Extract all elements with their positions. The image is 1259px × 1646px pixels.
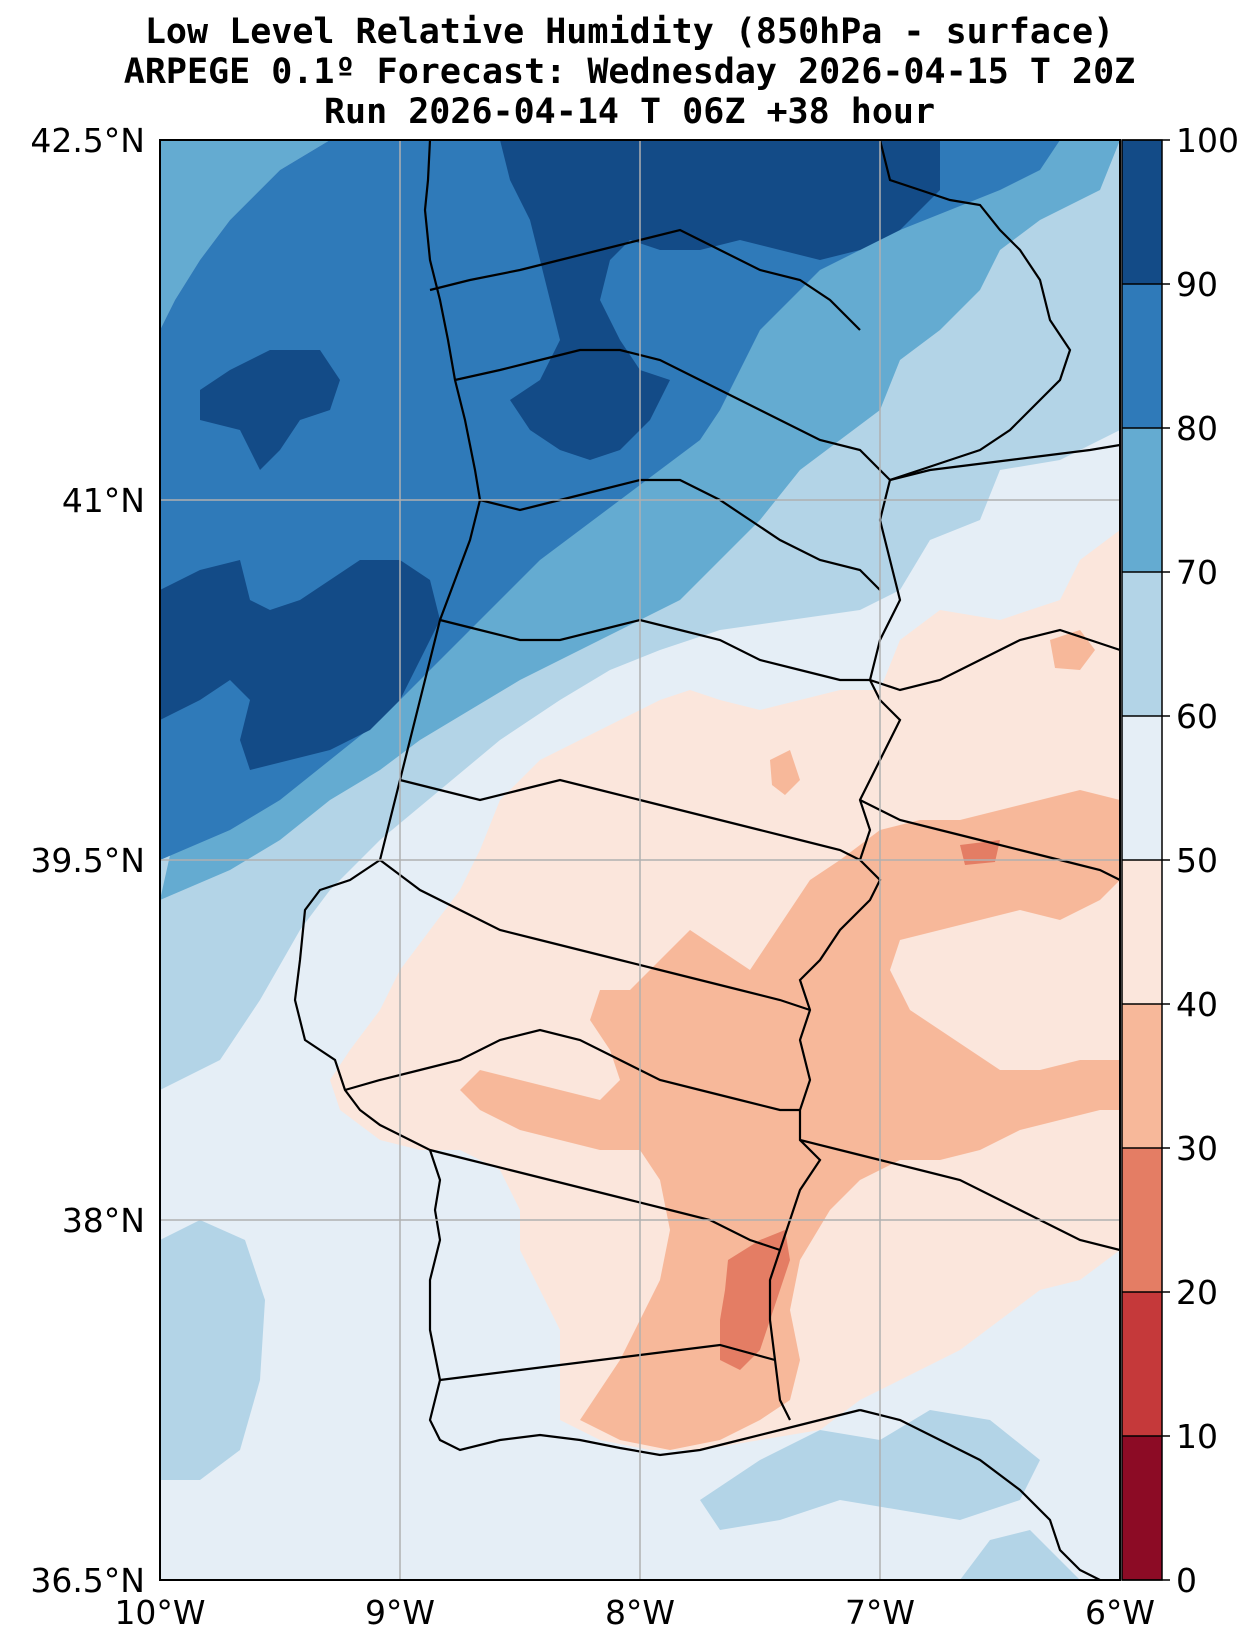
portugal-spain-border xyxy=(768,140,1072,1421)
colorbar-tick-label: 90 xyxy=(1176,265,1218,304)
district-boundary-4 xyxy=(439,618,870,682)
colorbar-tick-label: 100 xyxy=(1176,121,1239,160)
spain-boundary-east-1 xyxy=(889,443,1120,482)
colorbar-segment xyxy=(1122,572,1162,717)
spain-boundary-east-2 xyxy=(859,799,1120,881)
rh-band-90-100-north xyxy=(500,140,940,460)
rh-band-60-70-southeast xyxy=(960,1530,1080,1580)
lat-tick-42-5: 42.5°N xyxy=(30,121,145,160)
district-boundary-8 xyxy=(429,1148,781,1252)
latitude-axis: 42.5°N 41°N 39.5°N 38°N 36.5°N xyxy=(30,121,145,1600)
colorbar-tick-label: 60 xyxy=(1176,697,1218,736)
district-boundary-7 xyxy=(344,1028,800,1112)
district-boundary-9 xyxy=(439,1343,776,1382)
rh-band-90-100-offshore-2 xyxy=(160,560,440,770)
colorbar-segment xyxy=(1122,284,1162,429)
rh-band-30-40 xyxy=(460,790,1120,1450)
colorbar-segment xyxy=(1122,1148,1162,1293)
district-boundary-1 xyxy=(429,228,861,331)
district-boundary-6 xyxy=(379,859,811,1012)
spain-boundary-east-4 xyxy=(869,628,1120,692)
spain-south-coast xyxy=(859,1408,1101,1580)
title-line-1: Low Level Relative Humidity (850hPa - su… xyxy=(144,12,1115,52)
lat-tick-38: 38°N xyxy=(62,1201,145,1240)
lon-tick-8w: 8°W xyxy=(605,1593,675,1632)
district-boundary-3 xyxy=(479,478,881,591)
longitude-axis: 10°W 9°W 8°W 7°W 6°W xyxy=(114,1593,1155,1632)
colorbar-segment xyxy=(1122,860,1162,1005)
lon-tick-6w: 6°W xyxy=(1085,1593,1155,1632)
colorbar-tick-label: 80 xyxy=(1176,409,1218,448)
title-line-2: ARPEGE 0.1º Forecast: Wednesday 2026-04-… xyxy=(123,52,1136,92)
map-frame xyxy=(159,139,1121,1581)
colorbar-tick-label: 50 xyxy=(1176,841,1218,880)
portugal-coastline xyxy=(293,140,861,1457)
rh-band-30-40-north-spot xyxy=(1050,630,1095,670)
colorbar-segment xyxy=(1122,1292,1162,1437)
rh-band-90-100-offshore-1 xyxy=(200,350,340,470)
lon-tick-7w: 7°W xyxy=(845,1593,915,1632)
colorbar-tick-label: 40 xyxy=(1176,985,1218,1024)
lon-tick-10w: 10°W xyxy=(114,1593,205,1632)
colorbar-segment xyxy=(1122,140,1162,285)
rh-band-60-70-south-coast xyxy=(700,1410,1040,1530)
spain-boundary-east-3 xyxy=(799,1138,1120,1252)
colorbar-tick-label: 0 xyxy=(1176,1561,1197,1600)
colorbar-tick-label: 70 xyxy=(1176,553,1218,592)
colorbar-segment xyxy=(1122,428,1162,573)
rh-band-70-80 xyxy=(160,140,330,330)
lat-tick-41: 41°N xyxy=(62,481,145,520)
colorbar-segment xyxy=(1122,716,1162,861)
rh-band-20-30 xyxy=(720,1230,790,1370)
colorbar-tick-label: 10 xyxy=(1176,1417,1218,1456)
colorbar-segment xyxy=(1122,1004,1162,1149)
colorbar-tick-label: 30 xyxy=(1176,1129,1218,1168)
lat-tick-39-5: 39.5°N xyxy=(30,841,145,880)
title-line-3: Run 2026-04-14 T 06Z +38 hour xyxy=(323,92,936,132)
rh-band-20-30-east-spot xyxy=(960,840,1000,865)
colorbar-segment xyxy=(1122,1436,1162,1581)
lon-tick-9w: 9°W xyxy=(365,1593,435,1632)
rh-band-60-70-south-west xyxy=(160,1220,265,1480)
gridlines xyxy=(160,140,1120,1580)
colorbar-tick-label: 20 xyxy=(1176,1273,1218,1312)
district-boundary-2 xyxy=(454,348,891,481)
lat-tick-36-5: 36.5°N xyxy=(30,1561,145,1600)
rh-band-30-40-small-spot xyxy=(770,750,800,795)
